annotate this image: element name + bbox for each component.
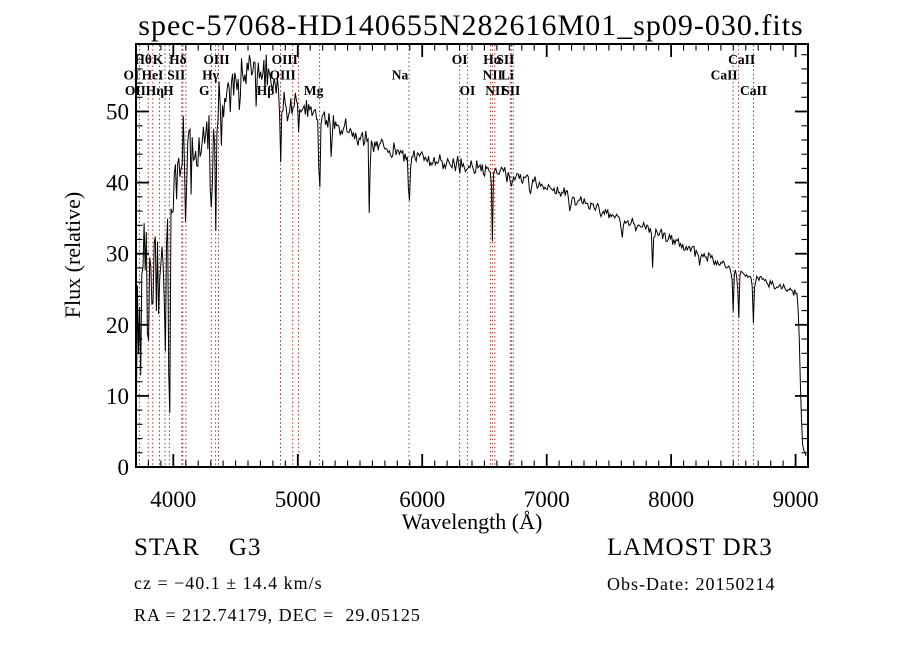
y-tick-label: 10: [106, 384, 129, 409]
obs-date-text: Obs-Date: 20150214: [607, 574, 776, 594]
line-label: Na: [392, 68, 409, 83]
line-label: G: [199, 83, 210, 98]
line-label: Mg: [304, 83, 324, 98]
line-label: CaII: [740, 83, 767, 98]
y-tick-label: 0: [118, 455, 130, 480]
y-tick-label: 30: [106, 242, 129, 267]
line-label: NII: [483, 68, 503, 83]
line-label: Li: [501, 68, 514, 83]
x-tick-label: 7000: [524, 487, 570, 512]
plot-border: [135, 43, 809, 468]
line-label: HeI: [142, 68, 164, 83]
figure-title: spec-57068-HD140655N282616M01_sp09-030.f…: [138, 9, 804, 42]
line-label: H: [163, 83, 174, 98]
spectrum-path: [135, 54, 807, 457]
y-tick-label: 40: [106, 171, 129, 196]
y-tick-label: 50: [106, 100, 129, 125]
line-label: SII: [496, 52, 514, 67]
line-label: Hη: [146, 83, 165, 98]
line-label: CaII: [711, 68, 738, 83]
line-label: SII: [167, 68, 185, 83]
x-tick-label: 4000: [150, 487, 196, 512]
x-tick-label: 5000: [275, 487, 321, 512]
x-tick-label: 8000: [648, 487, 694, 512]
line-label: Hγ: [202, 68, 220, 83]
line-label: Hδ: [169, 52, 187, 67]
x-axis-title: Wavelength (Å): [402, 509, 543, 534]
line-label: NII: [485, 83, 505, 98]
survey-release-label: LAMOST DR3: [607, 534, 773, 561]
line-label: K: [153, 52, 164, 67]
line-label: OI: [460, 83, 476, 98]
line-label: OIII: [203, 52, 229, 67]
ra-dec-text: RA = 212.74179, DEC = 29.05125: [134, 605, 421, 625]
y-tick-label: 20: [106, 313, 129, 338]
line-label: SII: [502, 83, 520, 98]
line-label: OIII: [272, 52, 298, 67]
line-label: CaII: [728, 52, 755, 67]
line-label: Hθ: [134, 52, 152, 67]
line-label: OI: [452, 52, 468, 67]
y-axis-title: Flux (relative): [60, 192, 85, 318]
line-label: OIII: [269, 68, 295, 83]
radial-velocity-text: cz = −40.1 ± 14.4 km/s: [134, 573, 323, 593]
spectrum-plot: Wavelength (Å) Flux (relative) Hθ K Hδ OIII…: [60, 43, 819, 534]
line-label: Hα: [483, 52, 502, 67]
object-classification: STAR G3: [134, 534, 262, 561]
x-tick-label: 9000: [773, 487, 819, 512]
x-tick-label: 6000: [399, 487, 445, 512]
